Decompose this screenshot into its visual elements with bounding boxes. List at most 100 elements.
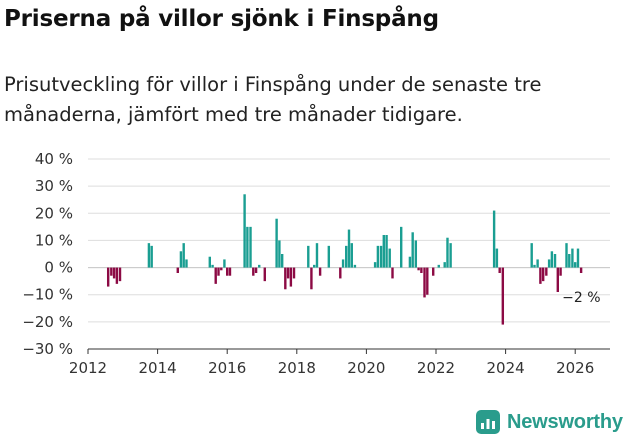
bar xyxy=(292,267,296,279)
y-tick-label: 10 % xyxy=(35,231,73,249)
bar xyxy=(185,259,188,268)
bar xyxy=(249,226,252,268)
bar xyxy=(350,243,353,268)
bar xyxy=(565,243,568,268)
bar xyxy=(408,256,412,268)
bar xyxy=(106,267,110,287)
bar xyxy=(347,229,351,268)
bar xyxy=(423,267,426,298)
bar xyxy=(150,245,153,268)
bar xyxy=(313,264,316,268)
bar xyxy=(110,267,113,276)
bar xyxy=(545,267,548,276)
bar xyxy=(115,267,119,284)
last-value-label: −2 % xyxy=(562,290,600,306)
y-axis: 40 % 30 % 20 % 10 % 0 % −10 % −20 % −30 % xyxy=(22,150,73,358)
x-tick-label: 2014 xyxy=(139,359,177,377)
bar xyxy=(263,267,266,282)
bar xyxy=(533,264,536,268)
bar xyxy=(315,243,319,268)
newsworthy-logo-icon xyxy=(476,410,500,434)
bar xyxy=(382,235,385,268)
x-tick-label: 2026 xyxy=(556,359,594,377)
bar xyxy=(289,267,293,287)
bar xyxy=(568,254,571,268)
bar xyxy=(411,232,414,268)
bar xyxy=(284,267,287,290)
bar xyxy=(417,267,420,271)
bar xyxy=(495,248,499,268)
bar xyxy=(539,267,542,284)
x-tick-label: 2018 xyxy=(278,359,316,377)
bar xyxy=(492,210,496,268)
bar xyxy=(446,237,449,268)
bar xyxy=(118,267,122,282)
brand-logo: Newsworthy xyxy=(476,406,623,438)
bar xyxy=(327,245,331,268)
bar xyxy=(420,267,423,273)
x-tick-label: 2016 xyxy=(208,359,246,377)
y-tick-label: 20 % xyxy=(35,204,73,222)
bar xyxy=(579,267,583,273)
bar xyxy=(373,262,377,268)
bar xyxy=(414,240,418,268)
bar xyxy=(339,267,342,279)
annotations: −2 % xyxy=(562,290,600,306)
bar xyxy=(498,267,501,273)
brand-name: Newsworthy xyxy=(507,410,623,433)
bar xyxy=(112,267,116,279)
bar xyxy=(147,243,151,268)
bar xyxy=(286,267,290,279)
bar xyxy=(252,267,255,276)
bar xyxy=(547,259,551,268)
x-tick-label: 2012 xyxy=(69,359,107,377)
bar xyxy=(574,262,577,268)
bar xyxy=(214,267,217,284)
bar xyxy=(576,248,580,268)
bar xyxy=(217,267,220,276)
bar xyxy=(278,240,281,268)
bar xyxy=(541,267,545,282)
bar xyxy=(254,267,258,273)
y-tick-label: −10 % xyxy=(22,286,73,304)
x-tick-label: 2022 xyxy=(417,359,455,377)
bar xyxy=(243,194,246,268)
bar xyxy=(501,267,505,325)
bar xyxy=(208,256,211,268)
bar xyxy=(176,267,179,273)
bar xyxy=(400,226,403,268)
bar xyxy=(353,264,357,268)
x-tick-label: 2020 xyxy=(347,359,385,377)
bar xyxy=(182,243,185,268)
bar xyxy=(220,267,223,271)
page-title: Priserna på villor sjönk i Finspång xyxy=(4,6,439,32)
bar-series xyxy=(106,194,583,325)
bar xyxy=(391,267,394,279)
bar xyxy=(376,245,380,268)
bar xyxy=(443,262,446,268)
bar xyxy=(345,245,348,268)
bar xyxy=(246,226,249,268)
y-tick-label: 40 % xyxy=(35,150,73,168)
bar xyxy=(559,267,562,276)
bar xyxy=(426,267,429,295)
bar xyxy=(437,264,440,268)
x-axis: 2012 2014 2016 2018 2020 2022 2024 2026 xyxy=(69,348,610,377)
bar xyxy=(432,267,435,276)
bar xyxy=(449,243,452,268)
bar xyxy=(530,243,533,268)
chart-subtitle: Prisutveckling för villor i Finspång und… xyxy=(4,73,542,126)
bar xyxy=(341,259,345,268)
bar xyxy=(536,259,539,268)
y-tick-label: −20 % xyxy=(22,313,73,331)
x-tick-label: 2024 xyxy=(487,359,525,377)
bar xyxy=(550,251,554,268)
y-tick-label: 30 % xyxy=(35,177,73,195)
bar xyxy=(307,245,310,268)
bar xyxy=(310,267,313,290)
bar xyxy=(553,254,557,268)
bar xyxy=(385,235,388,268)
bar xyxy=(228,267,232,276)
bar xyxy=(211,264,214,268)
